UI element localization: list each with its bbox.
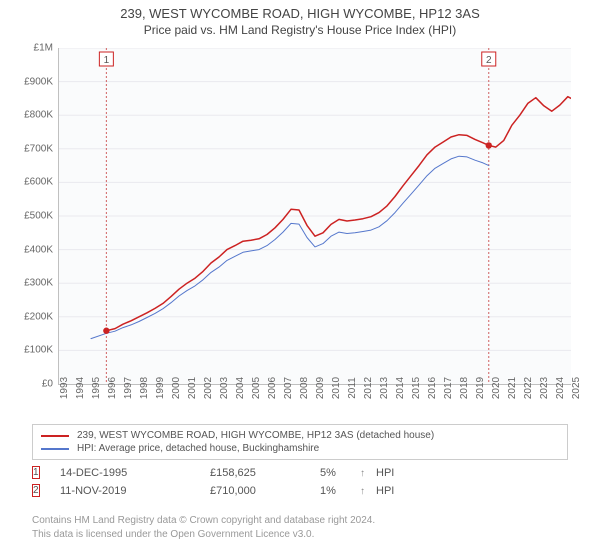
x-axis-label: 2001 <box>187 377 198 399</box>
x-axis-label: 2016 <box>427 377 438 399</box>
chart-subtitle: Price paid vs. HM Land Registry's House … <box>0 23 600 37</box>
x-axis-label: 2009 <box>315 377 326 399</box>
x-axis-label: 2011 <box>347 377 358 399</box>
x-axis-label: 2004 <box>235 377 246 399</box>
legend-label: HPI: Average price, detached house, Buck… <box>77 443 319 454</box>
svg-text:2: 2 <box>486 55 492 66</box>
footer-attribution: Contains HM Land Registry data © Crown c… <box>32 514 568 541</box>
x-axis-label: 2018 <box>459 377 470 399</box>
x-axis-label: 2023 <box>539 377 550 399</box>
x-axis-label: 2021 <box>507 377 518 399</box>
marker-pct: 5% <box>320 467 360 479</box>
legend-swatch-property <box>41 435 69 437</box>
y-axis-label: £700K <box>24 143 53 154</box>
legend-row: HPI: Average price, detached house, Buck… <box>41 442 559 455</box>
x-axis-label: 2003 <box>219 377 230 399</box>
arrow-up-icon: ↑ <box>360 468 376 479</box>
x-axis-label: 2007 <box>283 377 294 399</box>
x-axis-label: 2006 <box>267 377 278 399</box>
x-axis-label: 1997 <box>123 377 134 399</box>
x-axis-label: 2022 <box>523 377 534 399</box>
x-axis-label: 2002 <box>203 377 214 399</box>
x-axis-label: 2012 <box>363 377 374 399</box>
marker-badge-1: 1 <box>32 466 40 479</box>
marker-badge-2: 2 <box>32 484 40 497</box>
x-axis-label: 2008 <box>299 377 310 399</box>
y-axis-label: £600K <box>24 177 53 188</box>
x-axis-label: 2024 <box>555 377 566 399</box>
y-axis-label: £1M <box>34 43 53 54</box>
y-axis-label: £300K <box>24 278 53 289</box>
x-axis-label: 2015 <box>411 377 422 399</box>
svg-text:1: 1 <box>104 55 110 66</box>
legend-box: 239, WEST WYCOMBE ROAD, HIGH WYCOMBE, HP… <box>32 424 568 460</box>
x-axis-label: 2019 <box>475 377 486 399</box>
x-axis-label: 2000 <box>171 377 182 399</box>
y-axis-label: £400K <box>24 244 53 255</box>
x-axis-label: 2005 <box>251 377 262 399</box>
y-axis-label: £800K <box>24 110 53 121</box>
arrow-up-icon: ↑ <box>360 486 376 497</box>
marker-row: 2 11-NOV-2019 £710,000 1% ↑ HPI <box>32 482 568 500</box>
legend-label: 239, WEST WYCOMBE ROAD, HIGH WYCOMBE, HP… <box>77 430 434 441</box>
marker-suffix: HPI <box>376 485 416 497</box>
y-axis-label: £200K <box>24 311 53 322</box>
marker-table: 1 14-DEC-1995 £158,625 5% ↑ HPI 2 11-NOV… <box>32 464 568 500</box>
x-axis-label: 2017 <box>443 377 454 399</box>
x-axis-label: 1994 <box>75 377 86 399</box>
chart-title: 239, WEST WYCOMBE ROAD, HIGH WYCOMBE, HP… <box>0 6 600 21</box>
x-axis-label: 2014 <box>395 377 406 399</box>
marker-pct: 1% <box>320 485 360 497</box>
y-axis-label: £0 <box>42 379 53 390</box>
x-axis-label: 1993 <box>59 377 70 399</box>
marker-row: 1 14-DEC-1995 £158,625 5% ↑ HPI <box>32 464 568 482</box>
chart-titles: 239, WEST WYCOMBE ROAD, HIGH WYCOMBE, HP… <box>0 0 600 37</box>
x-axis-label: 2025 <box>571 377 582 399</box>
y-axis-label: £100K <box>24 345 53 356</box>
x-axis-label: 1995 <box>91 377 102 399</box>
y-axis-label: £500K <box>24 211 53 222</box>
x-axis-label: 2013 <box>379 377 390 399</box>
chart-svg: 12 <box>59 48 571 384</box>
x-axis-label: 1998 <box>139 377 150 399</box>
y-axis-label: £900K <box>24 76 53 87</box>
x-axis-label: 1996 <box>107 377 118 399</box>
footer-line: Contains HM Land Registry data © Crown c… <box>32 514 568 528</box>
marker-date: 11-NOV-2019 <box>60 485 210 497</box>
x-axis-label: 1999 <box>155 377 166 399</box>
marker-price: £158,625 <box>210 467 320 479</box>
x-axis-label: 2020 <box>491 377 502 399</box>
footer-line: This data is licensed under the Open Gov… <box>32 528 568 542</box>
marker-price: £710,000 <box>210 485 320 497</box>
chart-plot-area: 12 £0£100K£200K£300K£400K£500K£600K£700K… <box>58 48 571 385</box>
legend-swatch-hpi <box>41 448 69 450</box>
marker-date: 14-DEC-1995 <box>60 467 210 479</box>
legend-row: 239, WEST WYCOMBE ROAD, HIGH WYCOMBE, HP… <box>41 429 559 442</box>
marker-suffix: HPI <box>376 467 416 479</box>
x-axis-label: 2010 <box>331 377 342 399</box>
